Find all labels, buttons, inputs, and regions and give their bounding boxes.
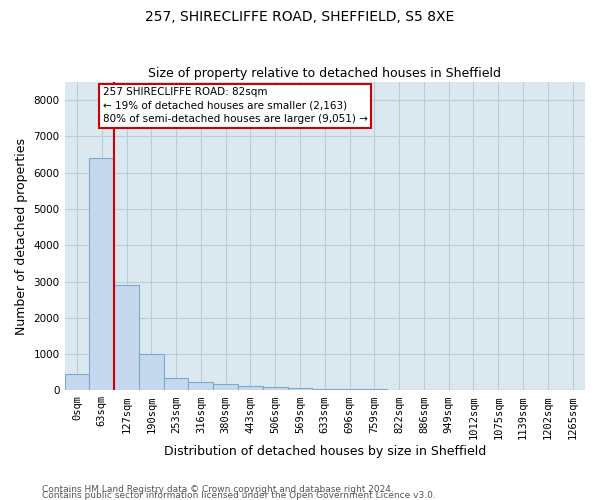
Bar [89,158,114,390]
Bar [337,389,362,390]
Y-axis label: Number of detached properties: Number of detached properties [15,138,28,334]
Title: Size of property relative to detached houses in Sheffield: Size of property relative to detached ho… [148,66,501,80]
Bar [238,386,263,390]
Bar [213,384,238,390]
Text: Contains HM Land Registry data © Crown copyright and database right 2024.: Contains HM Land Registry data © Crown c… [42,484,394,494]
Bar [139,354,164,391]
Bar [164,378,188,390]
Bar [65,374,89,390]
Bar [114,285,139,391]
Text: 257 SHIRECLIFFE ROAD: 82sqm
← 19% of detached houses are smaller (2,163)
80% of : 257 SHIRECLIFFE ROAD: 82sqm ← 19% of det… [103,88,368,124]
Bar [263,387,287,390]
Text: Contains public sector information licensed under the Open Government Licence v3: Contains public sector information licen… [42,490,436,500]
Bar [313,388,337,390]
X-axis label: Distribution of detached houses by size in Sheffield: Distribution of detached houses by size … [164,444,486,458]
Bar [188,382,213,390]
Text: 257, SHIRECLIFFE ROAD, SHEFFIELD, S5 8XE: 257, SHIRECLIFFE ROAD, SHEFFIELD, S5 8XE [145,10,455,24]
Bar [287,388,313,390]
